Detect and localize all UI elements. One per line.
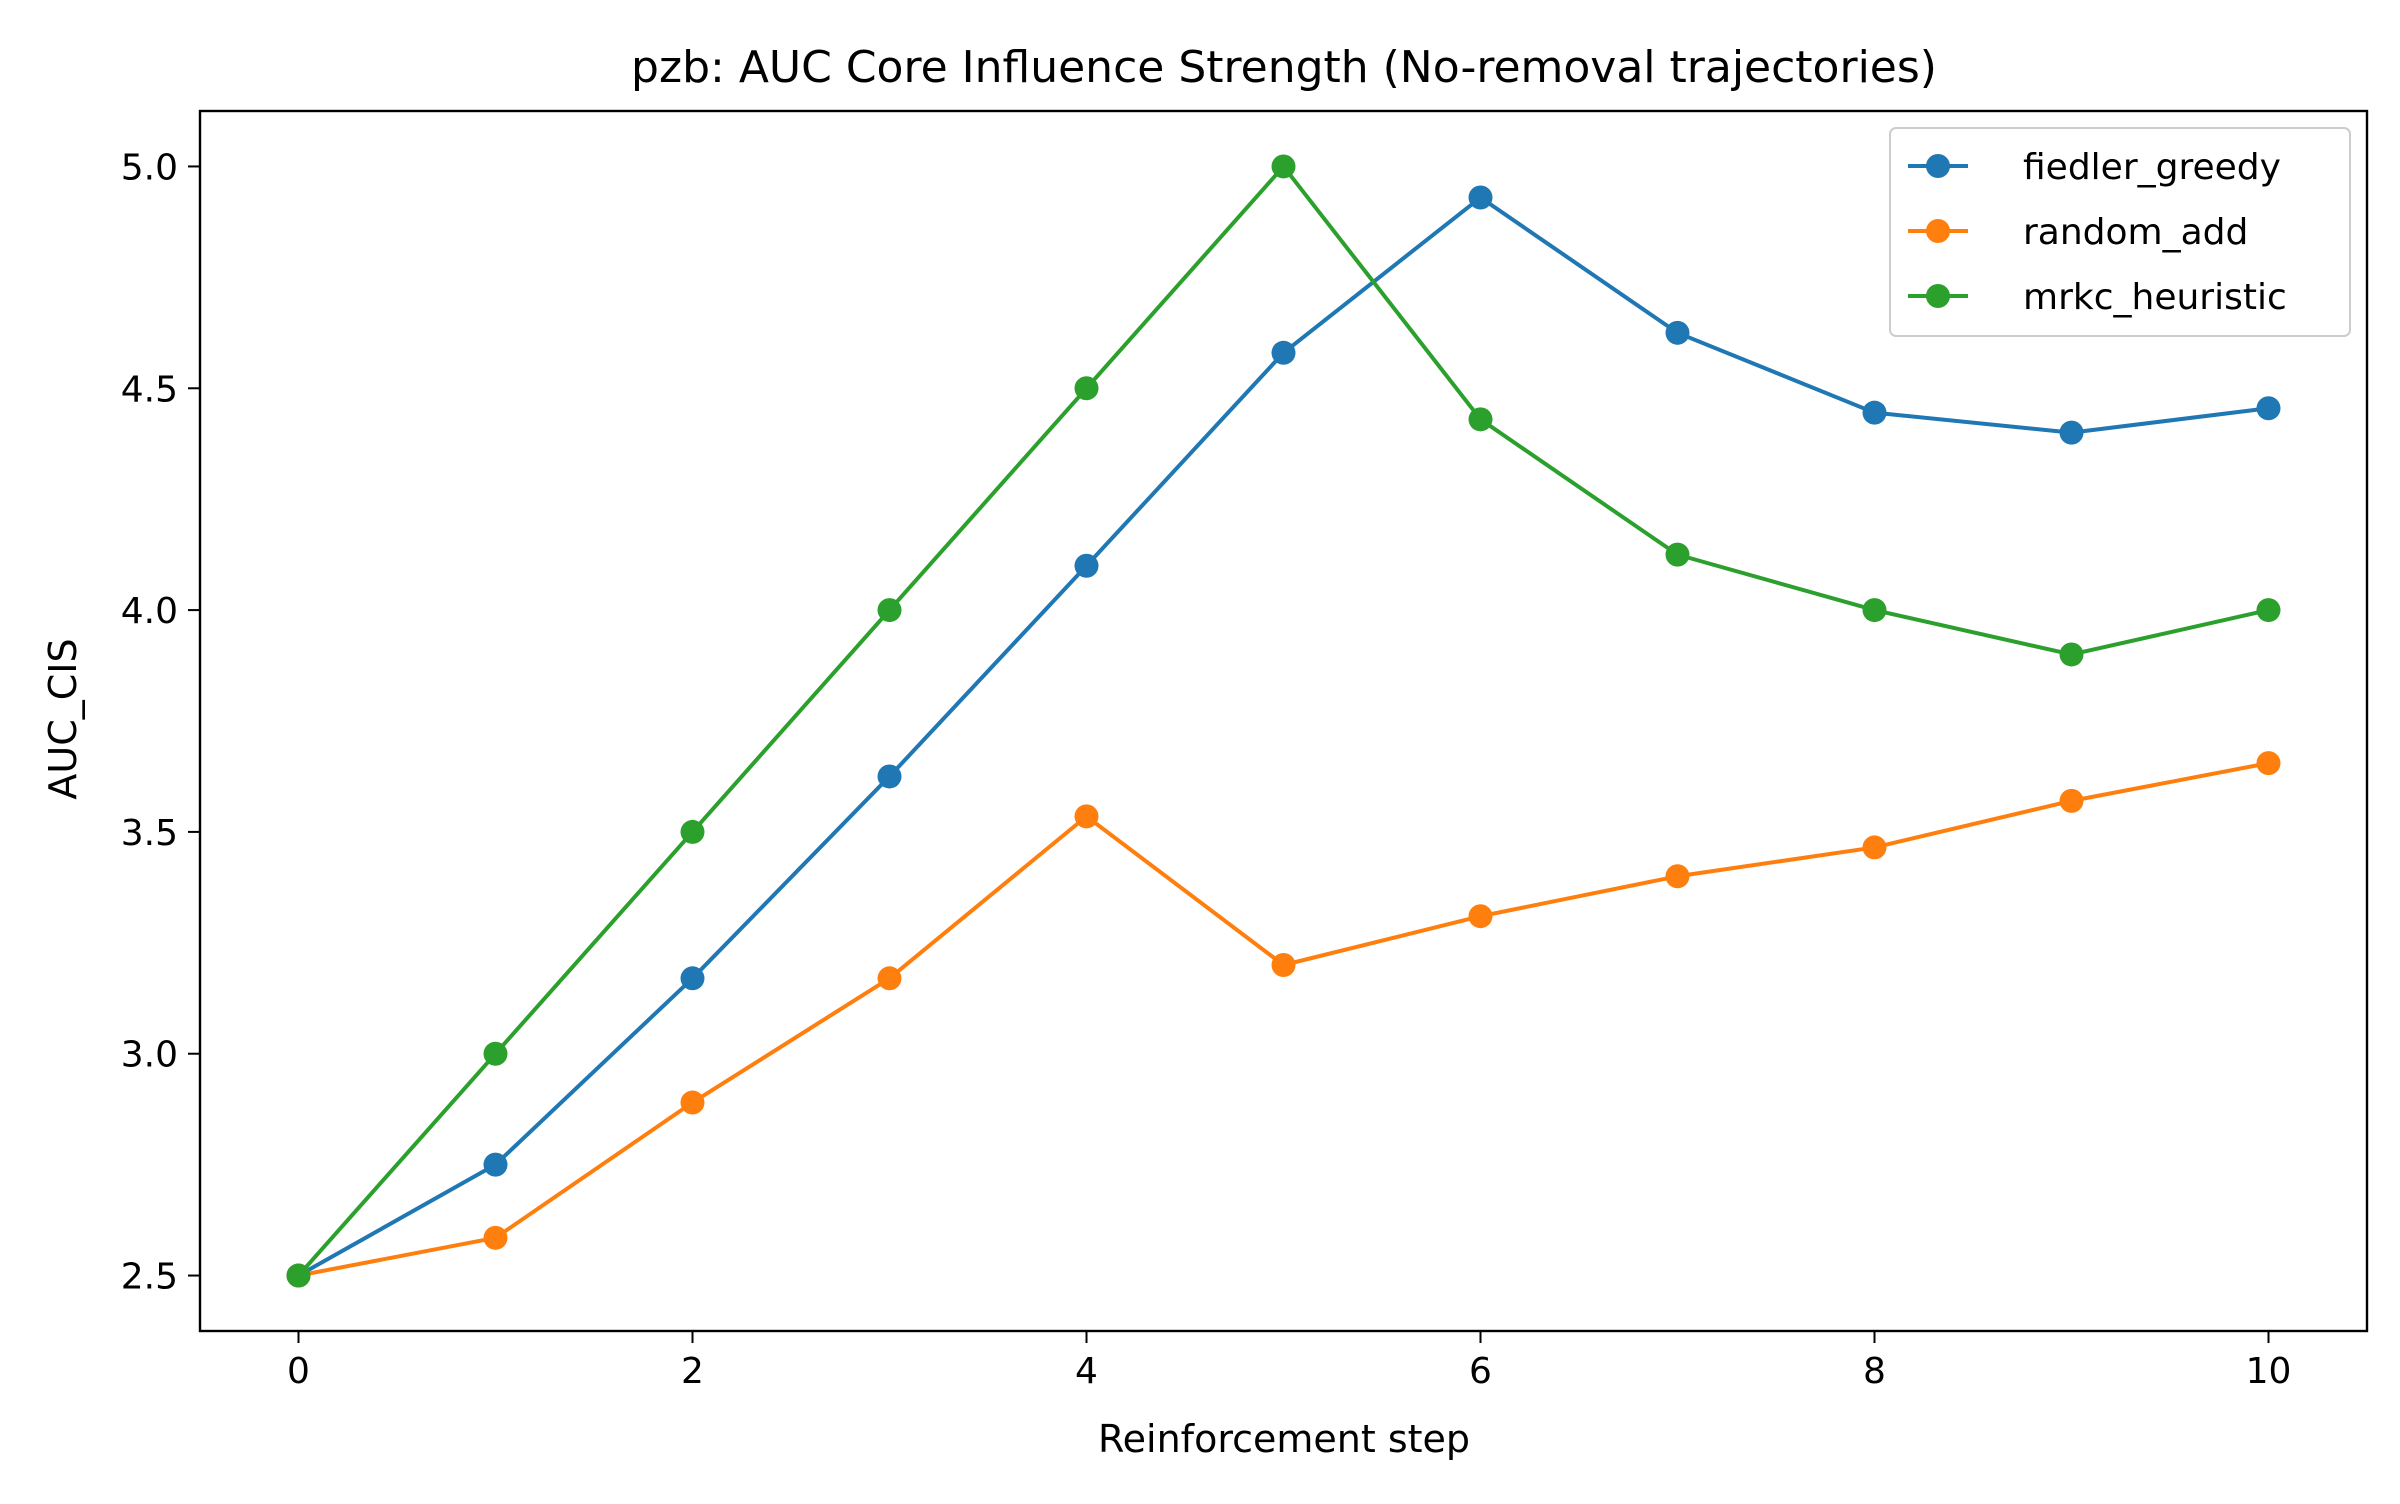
data-point [680, 966, 705, 991]
x-tick-label: 6 [1469, 1351, 1492, 1392]
data-point [1862, 400, 1887, 425]
y-tick-label: 3.5 [121, 813, 178, 854]
data-point [2256, 396, 2281, 421]
data-point [2059, 420, 2084, 445]
data-point [1074, 804, 1099, 829]
x-axis-label: Reinforcement step [1098, 1417, 1470, 1461]
data-point [1271, 953, 1296, 977]
x-tick-label: 0 [287, 1351, 310, 1392]
chart-title: pzb: AUC Core Influence Strength (No-rem… [631, 42, 1937, 93]
data-point [680, 819, 705, 844]
data-point [1665, 864, 1690, 889]
y-tick-label: 5.0 [121, 147, 178, 188]
legend-marker [1926, 154, 1950, 178]
legend-marker [1926, 284, 1950, 308]
data-point [1862, 598, 1887, 623]
data-point [2256, 598, 2281, 623]
data-point [483, 1225, 508, 1250]
y-tick-label: 4.5 [121, 369, 178, 410]
data-point [1468, 904, 1493, 929]
series-random-add [286, 751, 2281, 1288]
data-point [1862, 835, 1887, 860]
data-point [2256, 751, 2281, 776]
data-point [483, 1041, 508, 1066]
legend-item: random_add [1908, 212, 2248, 253]
y-tick-label: 2.5 [121, 1257, 178, 1298]
data-point [1271, 154, 1296, 179]
legend: fiedler_greedy random_add mrkc_heuristic [1889, 127, 2351, 337]
data-point [1665, 320, 1690, 345]
data-point [1468, 407, 1493, 432]
x-tick-label: 2 [681, 1351, 704, 1392]
plot-area: 0 2 4 6 8 10 2.5 3.0 3.5 4.0 4.5 5.0 [121, 109, 2369, 1392]
y-tick-label: 4.0 [121, 591, 178, 632]
data-point [877, 764, 902, 789]
data-point [1468, 185, 1493, 210]
legend-label: mrkc_heuristic [2023, 277, 2287, 318]
data-point [1074, 376, 1099, 401]
data-point [1074, 553, 1099, 578]
y-tick-label: 3.0 [121, 1035, 178, 1076]
data-point [286, 1263, 311, 1288]
data-point [877, 966, 902, 991]
x-tick-label: 10 [2246, 1351, 2292, 1392]
x-tick-label: 4 [1075, 1351, 1098, 1392]
data-point [2059, 642, 2084, 667]
data-point [1665, 542, 1690, 567]
x-tick-label: 8 [1863, 1351, 1886, 1392]
series-mrkc-heuristic [286, 154, 2281, 1288]
data-point [680, 1090, 705, 1115]
legend-label: random_add [2023, 212, 2248, 253]
data-point [1271, 340, 1296, 365]
axes-frame [198, 109, 2369, 1333]
legend-label: fiedler_greedy [2023, 147, 2281, 188]
data-point [2059, 788, 2084, 813]
legend-item: mrkc_heuristic [1908, 277, 2287, 318]
data-point [483, 1152, 508, 1177]
data-point [877, 598, 902, 623]
y-axis-label: AUC_CIS [41, 638, 85, 799]
legend-box [1889, 127, 2351, 337]
legend-marker [1926, 219, 1950, 243]
legend-item: fiedler_greedy [1908, 147, 2281, 188]
